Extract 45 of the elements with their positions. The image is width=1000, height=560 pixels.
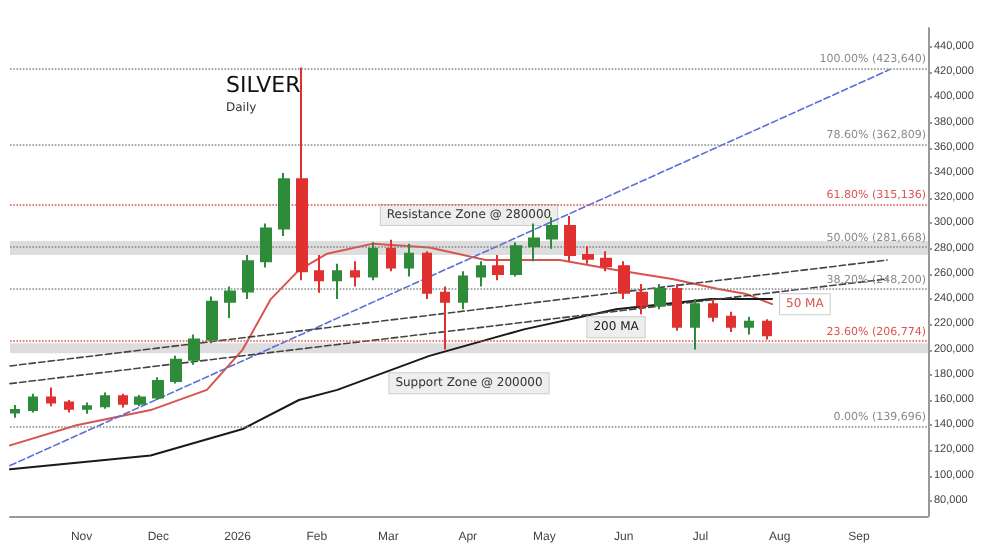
candlestick: [278, 172, 290, 238]
candlestick: [564, 214, 576, 263]
candlestick: [510, 241, 522, 278]
candlestick: [654, 282, 666, 311]
candlestick: [744, 315, 754, 336]
candlestick: [134, 393, 146, 408]
candlestick: [170, 354, 182, 385]
candlestick: [350, 260, 360, 288]
candlestick: [404, 242, 414, 278]
text: SILVER: [226, 72, 302, 98]
candlestick: [458, 270, 468, 311]
candlestick: [206, 295, 218, 345]
candlestick: [332, 262, 342, 301]
candlestick: [10, 404, 20, 419]
candlestick: [636, 282, 648, 316]
candlestick: [224, 285, 236, 320]
candlestick: [296, 66, 308, 282]
candlestick: [100, 391, 110, 410]
candlestick: [46, 386, 56, 408]
candlestick: [762, 318, 772, 341]
line-series: [9, 298, 774, 471]
candlestick: [28, 392, 38, 414]
candlestick: [152, 376, 164, 401]
candlestick: [82, 401, 92, 415]
candlestick: [582, 245, 594, 265]
candlestick: [118, 392, 128, 409]
candlestick: [260, 222, 272, 269]
candlestick: [242, 253, 254, 301]
candlestick: [492, 253, 504, 282]
candlestick: [368, 241, 378, 282]
candlestick: [690, 298, 700, 351]
candlestick: [314, 253, 324, 294]
candlestick: [440, 285, 450, 351]
candlestick: [528, 222, 540, 263]
candlestick: [600, 250, 612, 273]
candlestick: [386, 238, 396, 273]
candlestick: [726, 310, 736, 333]
candlestick: [188, 333, 200, 366]
candlestick: [422, 250, 432, 301]
candlestick: [546, 216, 558, 250]
candlestick: [672, 282, 682, 332]
candlestick: [708, 298, 718, 323]
candlestick: [476, 260, 486, 288]
candlestick: [618, 260, 630, 301]
candlestick: [64, 398, 74, 414]
